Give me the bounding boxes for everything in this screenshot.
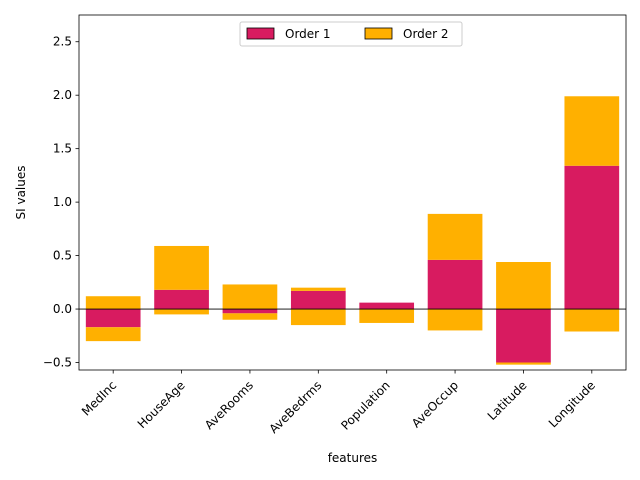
x-axis-label: features [328, 451, 378, 465]
x-axis-ticks: MedInc HouseAge AveRooms AveBedrms Populatio… [79, 370, 598, 436]
bar-order2-neg-population [359, 309, 415, 323]
x-tick-label-houseage: HouseAge [135, 378, 188, 431]
bar-order1-latitude [496, 309, 551, 363]
y-tick-label: 2.0 [53, 88, 72, 102]
y-tick-label: 0.0 [53, 302, 72, 316]
bar-order2-neg-houseage [154, 309, 209, 315]
bar-order2-pos-avebedrms [290, 287, 346, 291]
bar-order1-houseage [154, 289, 209, 310]
x-tick-label-avebedrms: AveBedrms [267, 378, 325, 436]
bar-order2-pos-averooms [222, 284, 278, 310]
bar-order2-pos-latitude [496, 262, 551, 310]
legend-box [239, 21, 463, 47]
y-tick-label: 0.5 [53, 249, 72, 263]
plot-area-frame [78, 14, 627, 371]
bar-order2-pos-medinc [85, 296, 141, 310]
bar-order1-avebedrms [290, 290, 346, 310]
x-tick-label-longitude: Longitude [546, 378, 598, 430]
legend: Order 1 Order 2 [239, 21, 463, 47]
bar-order1-medinc [85, 309, 141, 328]
bar-order2-neg-avebedrms [290, 309, 346, 326]
bar-order2-neg-aveoccup [427, 309, 483, 331]
bars-group [85, 96, 620, 365]
bar-order2-neg-latitude [496, 362, 551, 365]
x-tick-label-latitude: Latitude [485, 378, 530, 423]
y-tick-label: 1.0 [53, 195, 72, 209]
x-tick-label-population: Population [338, 378, 392, 432]
bar-order2-neg-medinc [85, 327, 141, 342]
bar-order1-population [359, 302, 415, 310]
bar-order2-pos-aveoccup [427, 213, 483, 260]
x-tick-label-medinc: MedInc [79, 378, 119, 418]
x-tick-label-averooms: AveRooms [202, 378, 256, 432]
y-tick-label: 1.5 [53, 142, 72, 156]
y-axis-ticks: −0.5 0.0 0.5 1.0 1.5 2.0 2.5 [43, 35, 79, 370]
x-tick-label-aveoccup: AveOccup [409, 378, 461, 430]
legend-swatch [364, 27, 393, 40]
bar-order2-neg-averooms [222, 313, 278, 320]
bar-order1-longitude [564, 165, 620, 310]
y-tick-label: −0.5 [43, 356, 72, 370]
bar-order1-averooms [222, 309, 278, 314]
y-tick-label: 2.5 [53, 35, 72, 49]
legend-label: Order 1 [285, 27, 331, 41]
bar-order2-pos-houseage [154, 245, 209, 290]
legend-label: Order 2 [403, 27, 449, 41]
legend-swatch [246, 27, 275, 40]
bar-order1-aveoccup [427, 259, 483, 310]
bar-order2-neg-longitude [564, 309, 620, 332]
y-axis-label: SI values [14, 166, 28, 220]
bar-order2-pos-longitude [564, 96, 620, 166]
